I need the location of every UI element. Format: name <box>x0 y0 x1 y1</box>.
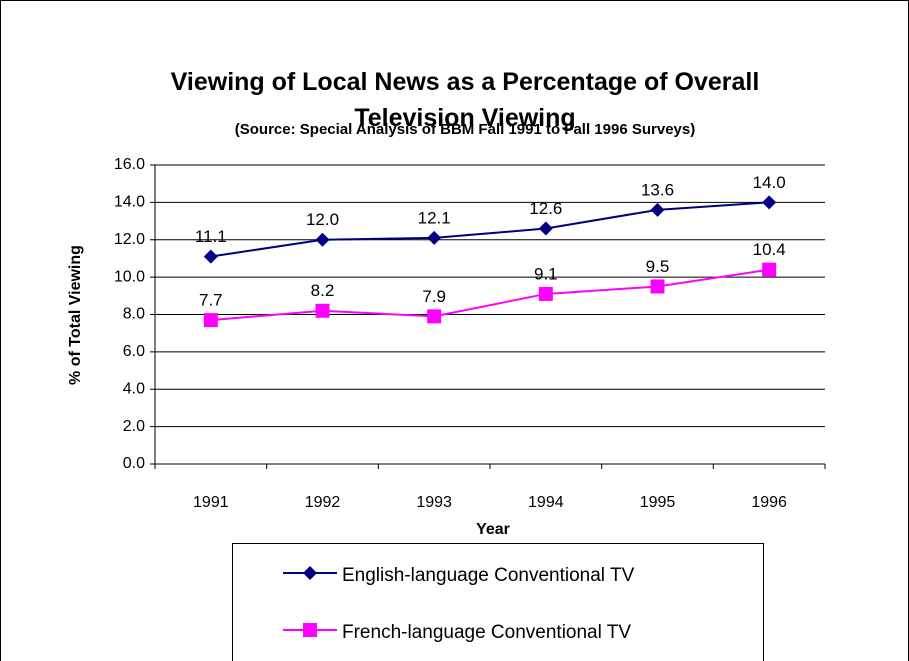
y-tick-label: 6.0 <box>123 343 145 360</box>
y-tick-label: 10.0 <box>114 268 145 285</box>
marker <box>303 566 317 580</box>
data-label: 8.2 <box>311 281 335 300</box>
y-tick-label: 2.0 <box>123 418 145 435</box>
marker <box>427 309 442 324</box>
data-label: 12.0 <box>306 210 339 229</box>
legend-box <box>232 543 764 661</box>
y-tick-label: 8.0 <box>123 306 145 323</box>
y-tick-label: 12.0 <box>114 231 145 248</box>
y-axis-label: % of Total Viewing <box>67 245 84 385</box>
x-tick-label: 1994 <box>528 494 564 511</box>
marker <box>303 623 317 637</box>
marker <box>315 303 330 318</box>
chart-title: Viewing of Local News as a Percentage of… <box>170 68 760 132</box>
data-label: 7.9 <box>422 287 446 306</box>
x-tick-label: 1991 <box>193 494 229 511</box>
series-line <box>210 268 770 322</box>
series-line <box>210 201 770 258</box>
data-label: 12.6 <box>529 199 562 218</box>
data-label: 9.5 <box>646 257 670 276</box>
marker <box>650 202 665 217</box>
marker <box>203 249 218 264</box>
marker <box>762 195 777 210</box>
x-axis-label: Year <box>476 521 510 538</box>
data-label: 14.0 <box>753 173 786 192</box>
data-label: 13.6 <box>641 180 674 199</box>
x-tick-label: 1993 <box>416 494 452 511</box>
x-tick-label: 1995 <box>640 494 676 511</box>
chart-subtitle: (Source: Special Analysis of BBM Fall 19… <box>235 121 695 138</box>
data-label: 10.4 <box>753 240 786 259</box>
data-label: 11.1 <box>195 227 227 246</box>
y-tick-label: 4.0 <box>123 380 145 397</box>
data-label: 9.1 <box>534 264 558 283</box>
data-label: 12.1 <box>418 208 451 227</box>
marker <box>762 262 777 277</box>
legend-label: English-language Conventional TV <box>342 565 635 586</box>
x-tick-label: 1996 <box>751 494 787 511</box>
marker <box>315 232 330 247</box>
marker <box>650 279 665 294</box>
marker <box>538 286 553 301</box>
y-tick-label: 14.0 <box>114 194 145 211</box>
y-tick-label: 16.0 <box>114 156 145 173</box>
marker <box>203 313 218 328</box>
marker <box>538 221 553 236</box>
data-label: 7.7 <box>199 291 223 310</box>
x-tick-label: 1992 <box>305 494 341 511</box>
y-tick-label: 0.0 <box>123 455 145 472</box>
marker <box>427 230 442 245</box>
legend-label: French-language Conventional TV <box>342 622 631 643</box>
